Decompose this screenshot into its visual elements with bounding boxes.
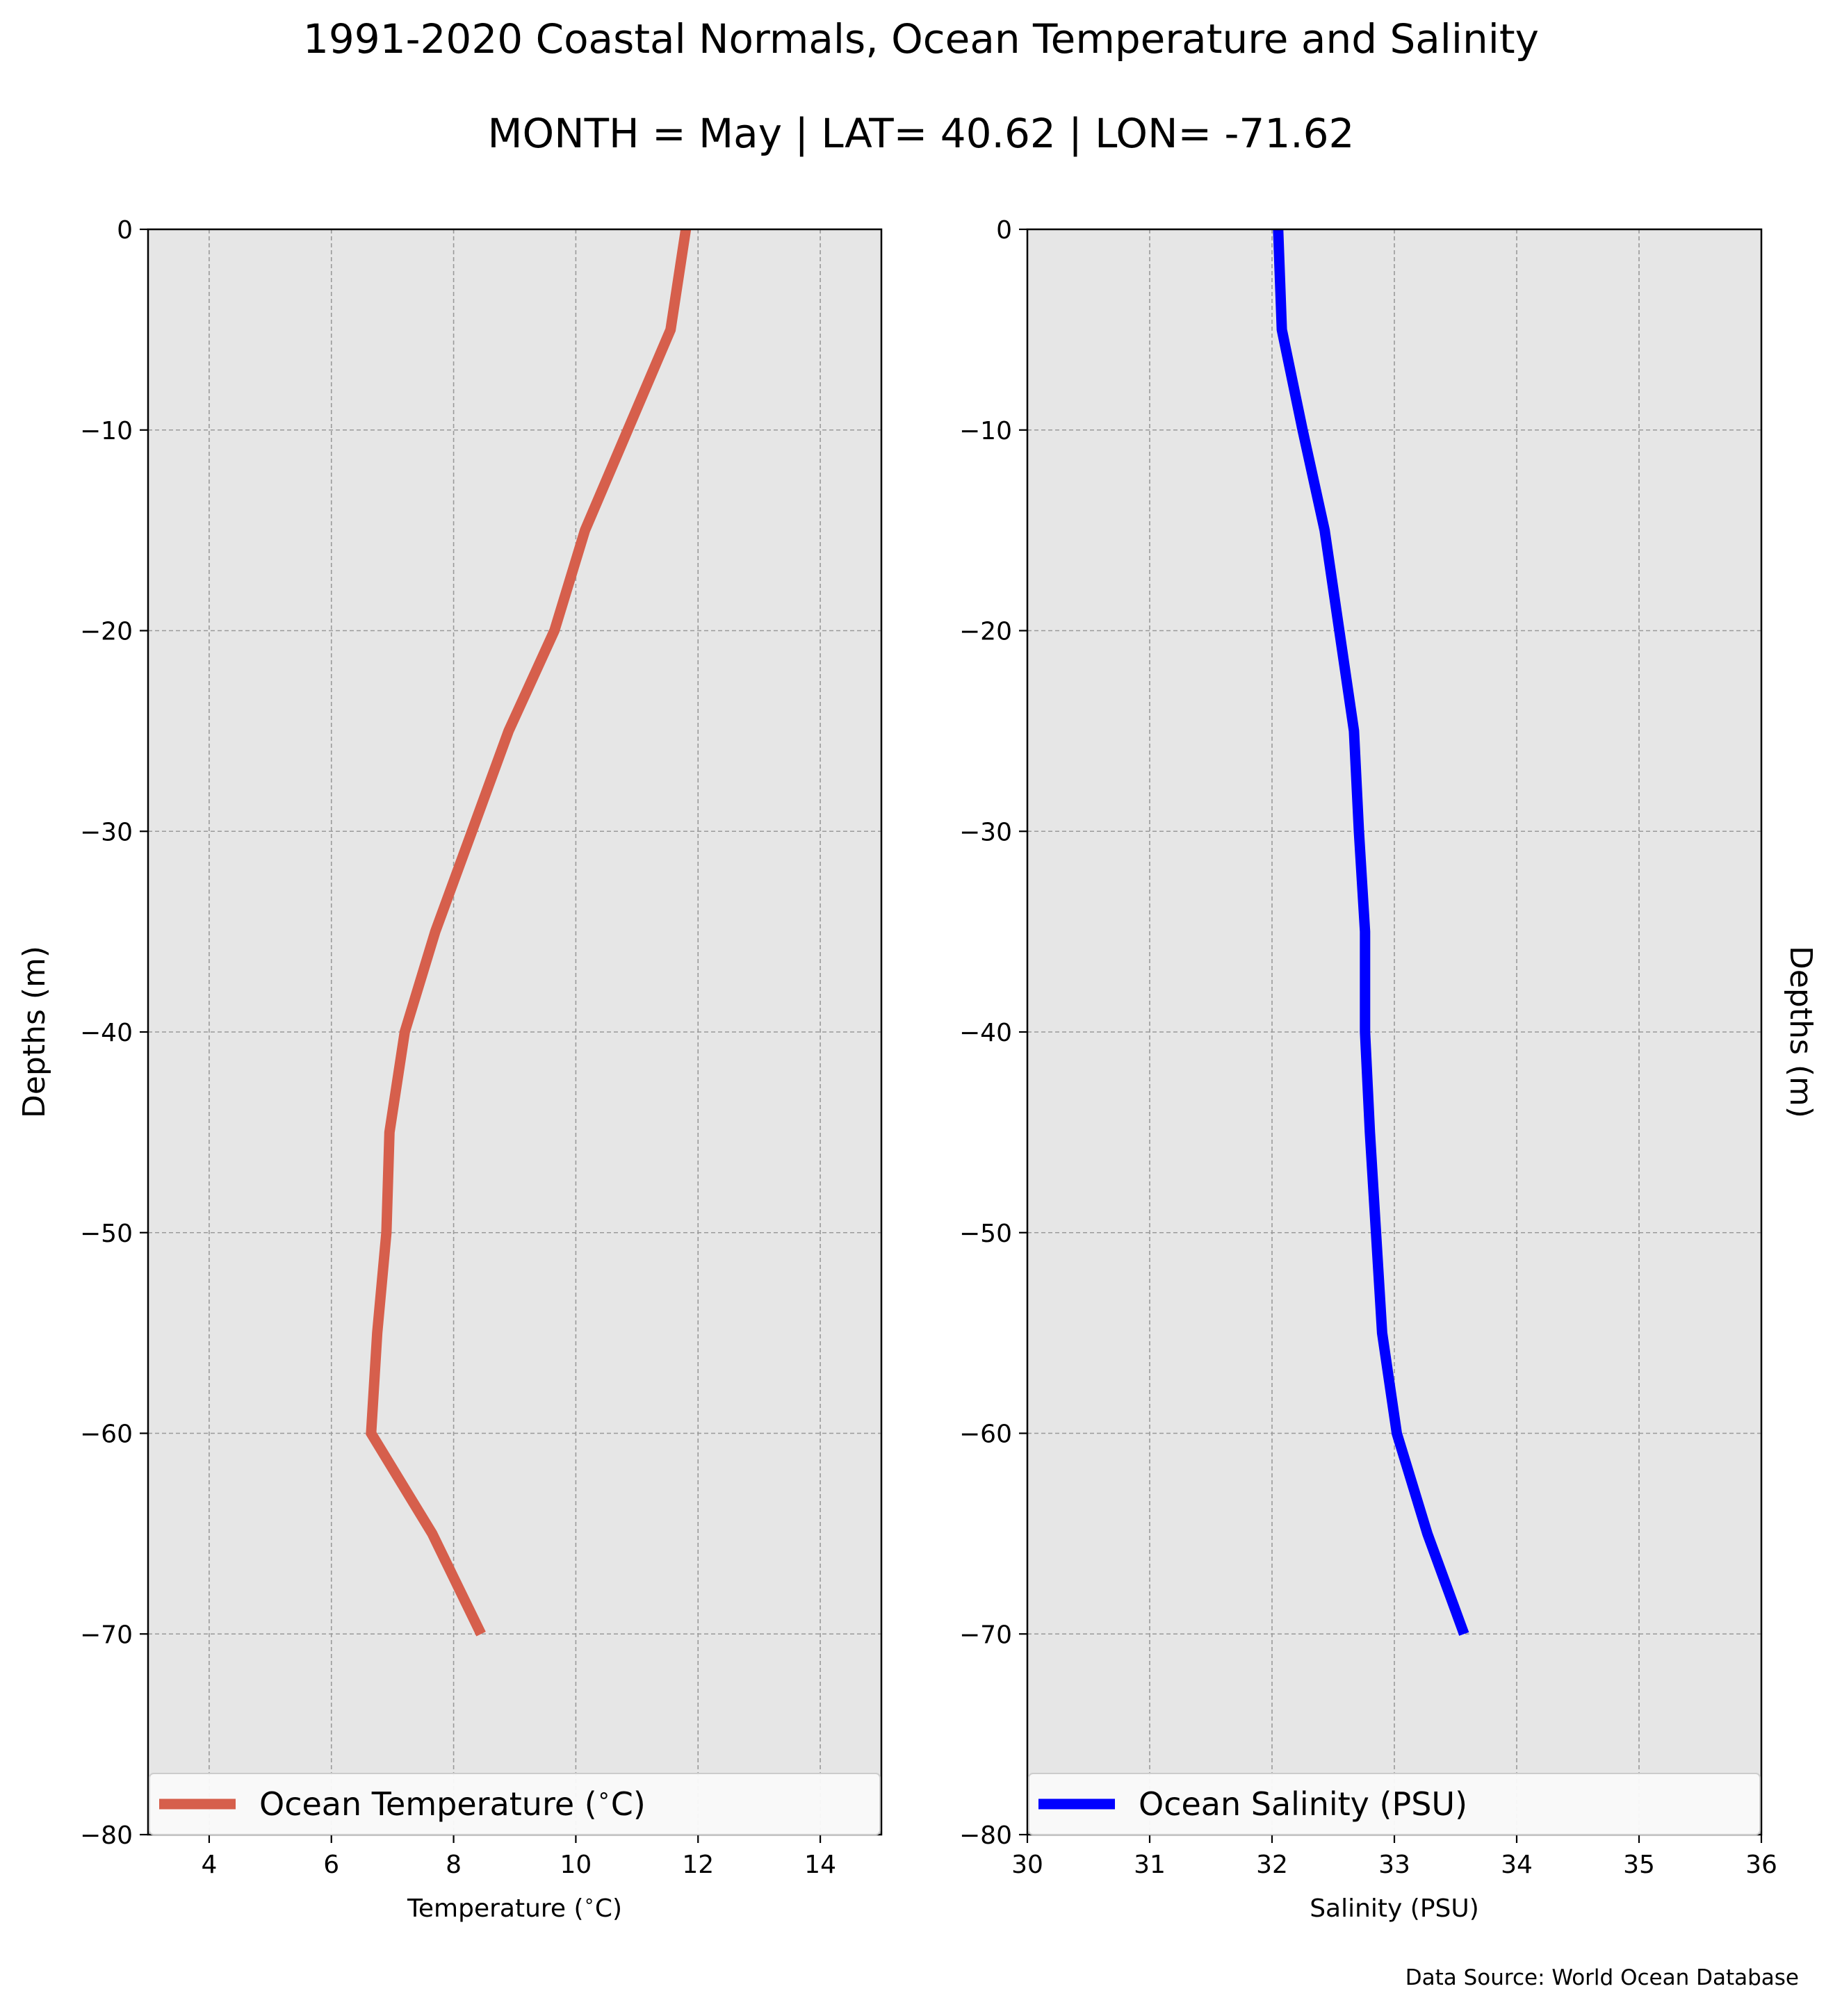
- temperature-x-tick-label: 14: [804, 1851, 836, 1879]
- salinity-x-tick-label: 31: [1134, 1851, 1166, 1879]
- salinity-y-tick-label: −10: [959, 417, 1012, 445]
- temperature-y-tick-label: −80: [80, 1821, 133, 1850]
- salinity-x-tick-label: 36: [1745, 1851, 1777, 1879]
- temperature-legend-label: Ocean Temperature (∘C): [259, 1782, 646, 1823]
- temperature-y-tick-label: −20: [80, 618, 133, 646]
- salinity-x-tick-label: 34: [1501, 1851, 1533, 1879]
- temperature-y-tick-label: −50: [80, 1220, 133, 1248]
- temperature-y-tick-label: −10: [80, 417, 133, 445]
- salinity-y-tick-label: −20: [959, 618, 1012, 646]
- temperature-y-tick-label: −30: [80, 818, 133, 846]
- salinity-y-tick-label: −50: [959, 1220, 1012, 1248]
- chart-subtitle: MONTH = May | LAT= 40.62 | LON= -71.62: [487, 110, 1355, 157]
- salinity-series-line: [1273, 229, 1469, 1636]
- temperature-y-tick-label: −70: [80, 1621, 133, 1649]
- salinity-y-tick-label: −30: [959, 818, 1012, 846]
- temperature-y-axis-label: Depths (m): [17, 946, 52, 1118]
- salinity-y-tick-label: −80: [959, 1821, 1012, 1850]
- temperature-y-tick-label: 0: [117, 216, 133, 245]
- temperature-x-tick-label: 10: [560, 1851, 592, 1879]
- temperature-legend-box: [149, 1773, 881, 1835]
- temperature-series-line: [366, 228, 692, 1637]
- temperature-x-tick-label: 8: [446, 1851, 462, 1879]
- temperature-y-tick-label: −40: [80, 1019, 133, 1047]
- chart-title: 1991-2020 Coastal Normals, Ocean Tempera…: [303, 15, 1539, 63]
- salinity-y-axis-label: Depths (m): [1783, 946, 1818, 1118]
- salinity-y-tick-label: 0: [996, 216, 1012, 245]
- data-source-note: Data Source: World Ocean Database: [1405, 1965, 1799, 1990]
- temperature-x-tick-label: 4: [201, 1851, 217, 1879]
- temperature-x-tick-label: 12: [682, 1851, 714, 1879]
- salinity-x-tick-label: 33: [1378, 1851, 1410, 1879]
- salinity-x-axis-label: Salinity (PSU): [1310, 1894, 1479, 1923]
- temperature-plot-area: [148, 229, 881, 1835]
- salinity-legend-box: [1028, 1773, 1761, 1835]
- salinity-legend-label: Ocean Salinity (PSU): [1139, 1785, 1467, 1823]
- salinity-y-tick-label: −60: [959, 1420, 1012, 1449]
- temperature-y-tick-label: −60: [80, 1420, 133, 1449]
- salinity-x-tick-label: 30: [1011, 1851, 1043, 1879]
- salinity-x-tick-label: 35: [1623, 1851, 1655, 1879]
- salinity-y-tick-label: −70: [959, 1621, 1012, 1649]
- temperature-x-tick-label: 6: [323, 1851, 339, 1879]
- salinity-x-tick-label: 32: [1256, 1851, 1288, 1879]
- salinity-y-tick-label: −40: [959, 1019, 1012, 1047]
- temperature-x-axis-label: Temperature (∘C): [407, 1891, 622, 1923]
